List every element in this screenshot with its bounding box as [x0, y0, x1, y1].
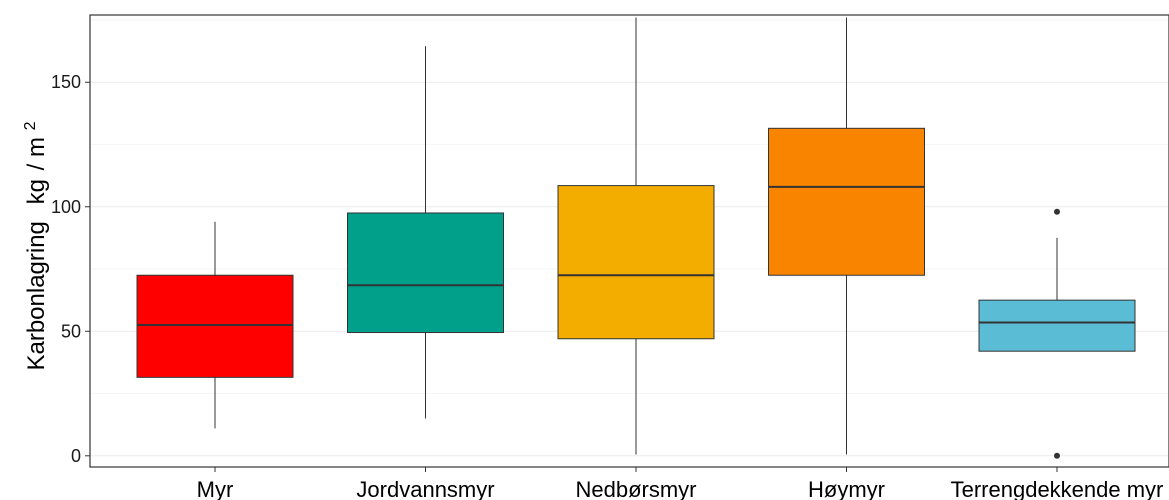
y-axis-unit-exp: 2 — [22, 121, 39, 130]
box-body — [136, 274, 294, 378]
box-series — [136, 17, 1136, 459]
box-5 — [978, 208, 1136, 459]
y-tick-label: 0 — [71, 446, 81, 466]
y-tick-label: 100 — [51, 197, 81, 217]
y-axis-unit-sub: m — [23, 137, 50, 157]
box-2 — [347, 46, 504, 419]
y-tick-label: 150 — [51, 72, 81, 92]
plot-panel-border — [89, 14, 1169, 468]
box-1 — [136, 221, 294, 429]
y-axis: 0 50 100 150 — [51, 72, 90, 466]
x-tick-label: Myr — [197, 477, 234, 500]
y-axis-title-text: Karbonlagring — [23, 221, 50, 370]
box-body — [557, 185, 715, 340]
box-body — [768, 127, 925, 276]
y-axis-unit-base: kg — [23, 179, 50, 204]
x-tick-label: Terrengdekkende myr — [951, 477, 1164, 500]
x-axis: Myr Jordvannsmyr Nedbørsmyr Høymyr Terrengde… — [197, 467, 1164, 500]
y-axis-title: Karbonlagring kg / m 2 — [22, 121, 50, 370]
x-tick-label: Nedbørsmyr — [575, 477, 696, 500]
box-3 — [557, 17, 715, 455]
box-body — [347, 212, 504, 334]
x-tick-label: Høymyr — [808, 477, 885, 500]
y-tick-label: 50 — [61, 321, 81, 341]
outlier-point — [1054, 452, 1060, 459]
svg-text:Karbonlagring kg /: Karbonlagring kg / m 2 — [22, 121, 50, 370]
outlier-point — [1054, 208, 1060, 215]
y-axis-unit-slash: / — [23, 163, 50, 170]
x-tick-label: Jordvannsmyr — [356, 477, 494, 500]
box-body — [978, 299, 1136, 352]
box-4 — [768, 17, 925, 455]
